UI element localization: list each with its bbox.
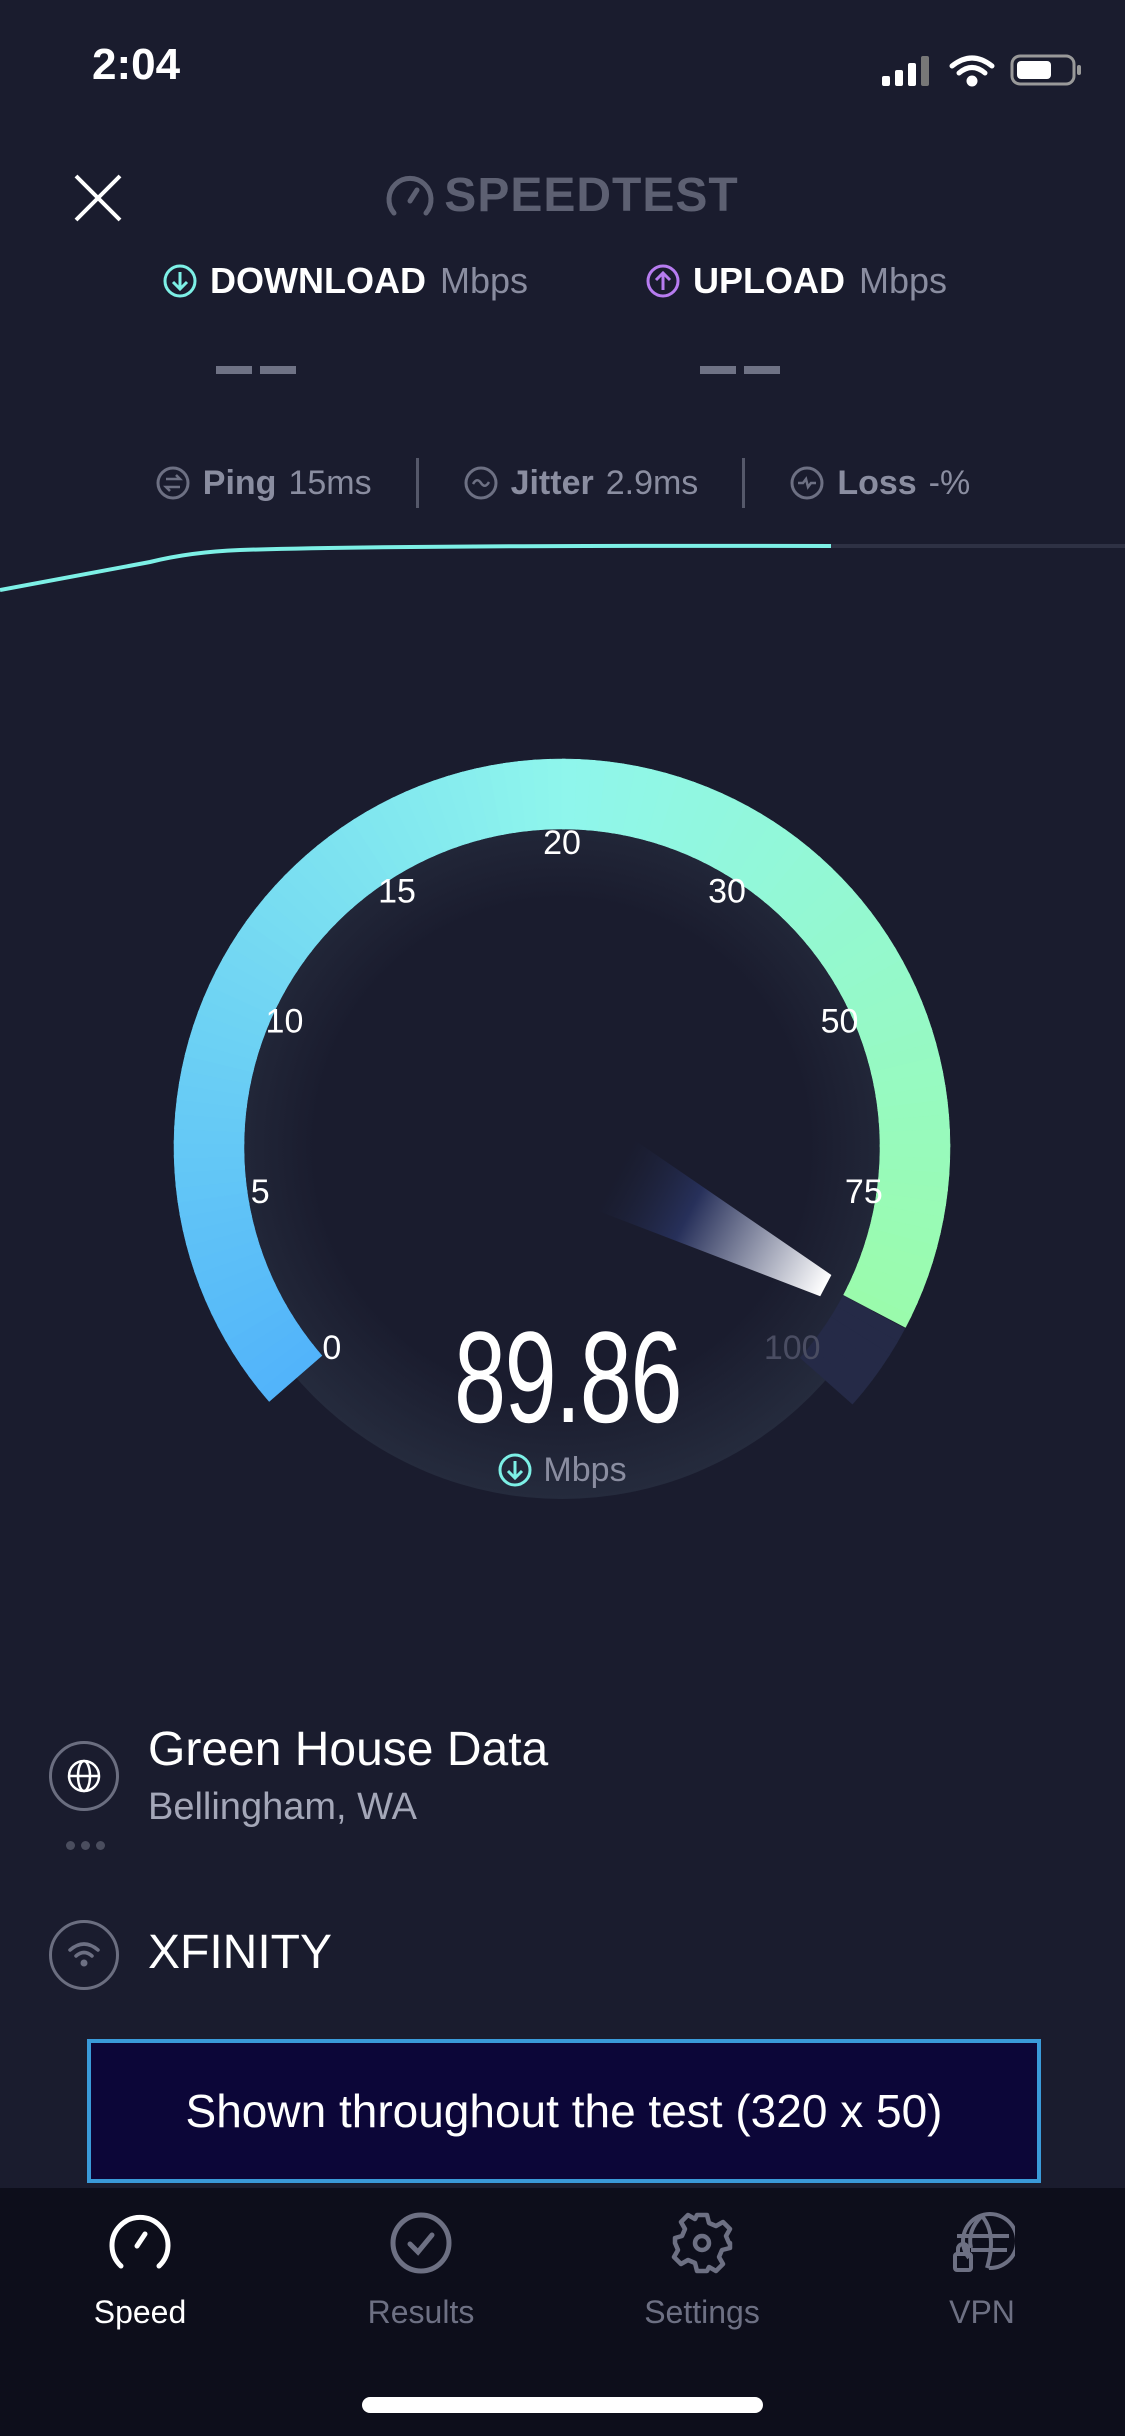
status-time: 2:04 [92, 40, 181, 89]
gauge-tick-label: 100 [764, 1329, 821, 1367]
gauge-tick-label: 50 [821, 1003, 859, 1041]
download-value [216, 366, 296, 374]
speed-gauge: 0 5 10 15 20 30 50 75 100 [173, 758, 951, 1499]
speed-unit: Mbps [437, 1450, 687, 1490]
gauge-tick-label: 75 [845, 1173, 883, 1211]
gauge-tick-label: 15 [378, 872, 416, 910]
gauge-needle [596, 1139, 832, 1297]
check-circle-icon [390, 2212, 452, 2274]
isp-name: XFINITY [148, 1926, 333, 1979]
more-dots [66, 1841, 105, 1850]
upload-value [700, 366, 780, 374]
globe-icon [67, 1759, 101, 1793]
speedtest-logo: SPEEDTEST [0, 168, 1125, 223]
upload-icon [646, 264, 680, 298]
close-icon[interactable] [72, 172, 124, 224]
vpn-globe-lock-icon [953, 2212, 1015, 2272]
tab-bar [0, 2188, 1125, 2436]
status-icons [882, 54, 1081, 87]
wifi-icon [949, 55, 995, 87]
divider [742, 458, 746, 508]
battery-icon [1010, 54, 1081, 86]
gauge-arc-fill-segment [843, 1284, 912, 1328]
gauge-tick-label: 0 [322, 1329, 341, 1367]
ping-metric: Ping 15ms [111, 464, 416, 503]
cellular-signal-icon [882, 56, 929, 86]
wifi-icon [68, 1942, 100, 1967]
jitter-metric: Jitter 2.9ms [419, 464, 743, 503]
gauge-inner-shade [210, 795, 914, 1499]
download-icon [498, 1453, 532, 1487]
gauge-tick-label: 30 [708, 872, 746, 910]
jitter-icon [464, 466, 498, 500]
ping-icon [156, 466, 190, 500]
speed-graph [0, 543, 1125, 592]
isp-icon-circle [49, 1920, 119, 1990]
speedometer-icon [109, 2215, 171, 2269]
metrics-row: Ping 15ms Jitter 2.9ms Loss -% [0, 458, 1125, 508]
ad-banner[interactable]: Shown throughout the test (320 x 50) [87, 2039, 1041, 2183]
loss-icon [790, 466, 824, 500]
gear-icon [671, 2212, 733, 2274]
gauge-arc [173, 758, 951, 1405]
upload-header: UPLOAD Mbps [645, 260, 947, 302]
tab-speed[interactable]: Speed [30, 2210, 250, 2331]
gauge-tick-label: 20 [543, 824, 581, 862]
gauge-tick-label: 5 [251, 1173, 270, 1211]
divider [415, 458, 419, 508]
server-location: Bellingham, WA [148, 1786, 417, 1828]
download-header: DOWNLOAD Mbps [162, 260, 528, 302]
current-speed: 89.86 [454, 1304, 682, 1450]
download-icon [163, 264, 197, 298]
tab-results[interactable]: Results [311, 2210, 531, 2331]
server-name[interactable]: Green House Data [148, 1723, 549, 1776]
speedometer-logo-icon [386, 175, 434, 216]
gauge-ticks: 0 5 10 15 20 30 50 75 100 [251, 824, 883, 1367]
tab-settings[interactable]: Settings [592, 2210, 812, 2331]
gauge-tick-label: 10 [266, 1003, 304, 1041]
gauge-arc-track-segment [799, 1345, 865, 1405]
server-button[interactable] [49, 1741, 119, 1811]
home-indicator[interactable] [362, 2397, 763, 2413]
loss-metric: Loss -% [745, 464, 1014, 503]
tab-vpn[interactable]: VPN [872, 2210, 1092, 2331]
